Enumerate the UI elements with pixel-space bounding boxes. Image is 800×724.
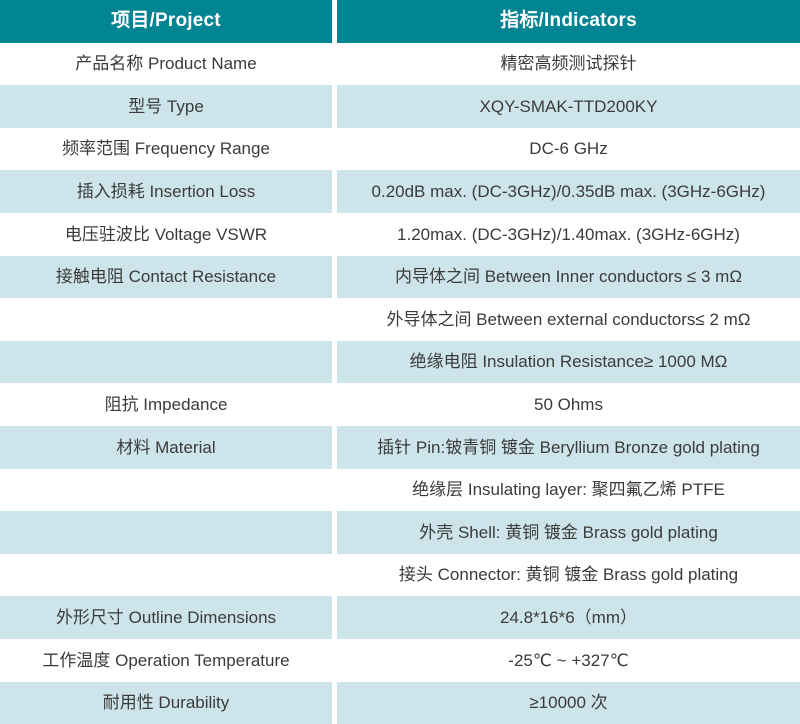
column-divider bbox=[332, 383, 337, 426]
table-row-insulating-layer: 绝缘层 Insulating layer: 聚四氟乙烯 PTFE bbox=[0, 468, 800, 512]
column-divider bbox=[332, 255, 337, 299]
indicator-value: XQY-SMAK-TTD200KY bbox=[479, 96, 658, 116]
table-row-outline-dimensions: 外形尺寸 Outline Dimensions 24.8*16*6（mm） bbox=[0, 596, 800, 639]
table-row-operation-temperature: 工作温度 Operation Temperature -25℃ ~ +327℃ bbox=[0, 638, 800, 682]
indicator-cell: ≥10000 次 bbox=[337, 681, 800, 724]
project-cell bbox=[0, 511, 332, 554]
indicator-cell: DC-6 GHz bbox=[337, 127, 800, 171]
project-cell: 材料 Material bbox=[0, 425, 332, 469]
project-label: 阻抗 Impedance bbox=[104, 395, 228, 415]
indicator-cell: 1.20max. (DC-3GHz)/1.40max. (3GHz-6GHz) bbox=[337, 212, 800, 256]
table-row-type: 型号 Type XQY-SMAK-TTD200KY bbox=[0, 85, 800, 128]
column-divider bbox=[332, 425, 337, 469]
indicator-value: 精密高频测试探针 bbox=[500, 54, 637, 74]
indicator-value: 50 Ohms bbox=[534, 395, 603, 415]
column-divider bbox=[332, 298, 337, 341]
indicator-cell: 接头 Connector: 黄铜 镀金 Brass gold plating bbox=[337, 553, 800, 597]
table-row-impedance: 阻抗 Impedance 50 Ohms bbox=[0, 383, 800, 426]
column-divider bbox=[332, 681, 337, 724]
table-row-frequency-range: 频率范围 Frequency Range DC-6 GHz bbox=[0, 127, 800, 171]
project-cell: 工作温度 Operation Temperature bbox=[0, 638, 332, 682]
table-row-voltage-vswr: 电压驻波比 Voltage VSWR 1.20max. (DC-3GHz)/1.… bbox=[0, 212, 800, 256]
indicator-value: 插针 Pin:铍青铜 镀金 Beryllium Bronze gold plat… bbox=[377, 437, 760, 457]
indicator-value: DC-6 GHz bbox=[529, 139, 608, 159]
project-cell: 外形尺寸 Outline Dimensions bbox=[0, 596, 332, 639]
indicator-value: 0.20dB max. (DC-3GHz)/0.35dB max. (3GHz-… bbox=[371, 182, 766, 202]
project-cell: 电压驻波比 Voltage VSWR bbox=[0, 212, 332, 256]
project-label: 频率范围 Frequency Range bbox=[62, 139, 270, 159]
table-row-product-name: 产品名称 Product Name 精密高频测试探针 bbox=[0, 42, 800, 86]
table-row-insulation-resistance: 绝缘电阻 Insulation Resistance≥ 1000 MΩ bbox=[0, 340, 800, 384]
indicator-value: 绝缘电阻 Insulation Resistance≥ 1000 MΩ bbox=[409, 352, 728, 372]
indicator-value: -25℃ ~ +327℃ bbox=[508, 650, 629, 670]
indicator-value: 绝缘层 Insulating layer: 聚四氟乙烯 PTFE bbox=[412, 480, 725, 500]
table-row-contact-resistance: 接触电阻 Contact Resistance 内导体之间 Between In… bbox=[0, 255, 800, 299]
table-row-connector: 接头 Connector: 黄铜 镀金 Brass gold plating bbox=[0, 553, 800, 597]
column-divider bbox=[332, 0, 337, 43]
project-cell: 产品名称 Product Name bbox=[0, 42, 332, 86]
project-cell bbox=[0, 468, 332, 512]
indicator-cell: 外壳 Shell: 黄铜 镀金 Brass gold plating bbox=[337, 511, 800, 554]
column-divider bbox=[332, 212, 337, 256]
indicator-value: 外壳 Shell: 黄铜 镀金 Brass gold plating bbox=[419, 522, 718, 542]
column-divider bbox=[332, 468, 337, 512]
project-cell bbox=[0, 340, 332, 384]
project-label: 产品名称 Product Name bbox=[75, 54, 257, 74]
project-cell: 阻抗 Impedance bbox=[0, 383, 332, 426]
project-cell: 型号 Type bbox=[0, 85, 332, 128]
column-divider bbox=[332, 42, 337, 86]
project-cell: 插入损耗 Insertion Loss bbox=[0, 170, 332, 213]
table-row-external-conductors: 外导体之间 Between external conductors≤ 2 mΩ bbox=[0, 298, 800, 341]
project-label: 外形尺寸 Outline Dimensions bbox=[55, 607, 277, 627]
indicator-cell: 精密高频测试探针 bbox=[337, 42, 800, 86]
project-label: 工作温度 Operation Temperature bbox=[42, 650, 290, 670]
indicator-cell: 绝缘层 Insulating layer: 聚四氟乙烯 PTFE bbox=[337, 468, 800, 512]
indicator-cell: 内导体之间 Between Inner conductors ≤ 3 mΩ bbox=[337, 255, 800, 299]
indicator-cell: XQY-SMAK-TTD200KY bbox=[337, 85, 800, 128]
indicator-value: 内导体之间 Between Inner conductors ≤ 3 mΩ bbox=[394, 267, 743, 287]
project-cell bbox=[0, 298, 332, 341]
header-label-indicators: 指标/Indicators bbox=[500, 10, 637, 32]
project-label: 材料 Material bbox=[116, 437, 216, 457]
header-cell-project: 项目/Project bbox=[0, 0, 332, 43]
indicator-value: 24.8*16*6（mm） bbox=[499, 607, 637, 627]
project-cell: 接触电阻 Contact Resistance bbox=[0, 255, 332, 299]
column-divider bbox=[332, 553, 337, 597]
indicator-value: 外导体之间 Between external conductors≤ 2 mΩ bbox=[386, 309, 751, 329]
project-label: 型号 Type bbox=[128, 96, 204, 116]
indicator-cell: 绝缘电阻 Insulation Resistance≥ 1000 MΩ bbox=[337, 340, 800, 384]
column-divider bbox=[332, 85, 337, 128]
header-cell-indicators: 指标/Indicators bbox=[337, 0, 800, 43]
project-cell: 耐用性 Durability bbox=[0, 681, 332, 724]
table-row-insertion-loss: 插入损耗 Insertion Loss 0.20dB max. (DC-3GHz… bbox=[0, 170, 800, 213]
table-header-row: 项目/Project 指标/Indicators bbox=[0, 0, 800, 43]
indicator-cell: 50 Ohms bbox=[337, 383, 800, 426]
project-label: 插入损耗 Insertion Loss bbox=[76, 182, 256, 202]
table-row-durability: 耐用性 Durability ≥10000 次 bbox=[0, 681, 800, 724]
project-label: 耐用性 Durability bbox=[102, 693, 230, 713]
column-divider bbox=[332, 170, 337, 213]
indicator-cell: 0.20dB max. (DC-3GHz)/0.35dB max. (3GHz-… bbox=[337, 170, 800, 213]
table-row-shell: 外壳 Shell: 黄铜 镀金 Brass gold plating bbox=[0, 511, 800, 554]
header-label-project: 项目/Project bbox=[111, 10, 221, 32]
project-cell bbox=[0, 553, 332, 597]
indicator-cell: 24.8*16*6（mm） bbox=[337, 596, 800, 639]
column-divider bbox=[332, 127, 337, 171]
project-label: 接触电阻 Contact Resistance bbox=[55, 267, 277, 287]
column-divider bbox=[332, 511, 337, 554]
column-divider bbox=[332, 638, 337, 682]
indicator-value: 接头 Connector: 黄铜 镀金 Brass gold plating bbox=[398, 565, 739, 585]
column-divider bbox=[332, 340, 337, 384]
project-label: 电压驻波比 Voltage VSWR bbox=[64, 224, 268, 244]
indicator-cell: 外导体之间 Between external conductors≤ 2 mΩ bbox=[337, 298, 800, 341]
column-divider bbox=[332, 596, 337, 639]
indicator-value: 1.20max. (DC-3GHz)/1.40max. (3GHz-6GHz) bbox=[397, 224, 740, 244]
project-cell: 频率范围 Frequency Range bbox=[0, 127, 332, 171]
table-row-material-pin: 材料 Material 插针 Pin:铍青铜 镀金 Beryllium Bron… bbox=[0, 425, 800, 469]
indicator-cell: -25℃ ~ +327℃ bbox=[337, 638, 800, 682]
indicator-value: ≥10000 次 bbox=[529, 693, 608, 713]
indicator-cell: 插针 Pin:铍青铜 镀金 Beryllium Bronze gold plat… bbox=[337, 425, 800, 469]
